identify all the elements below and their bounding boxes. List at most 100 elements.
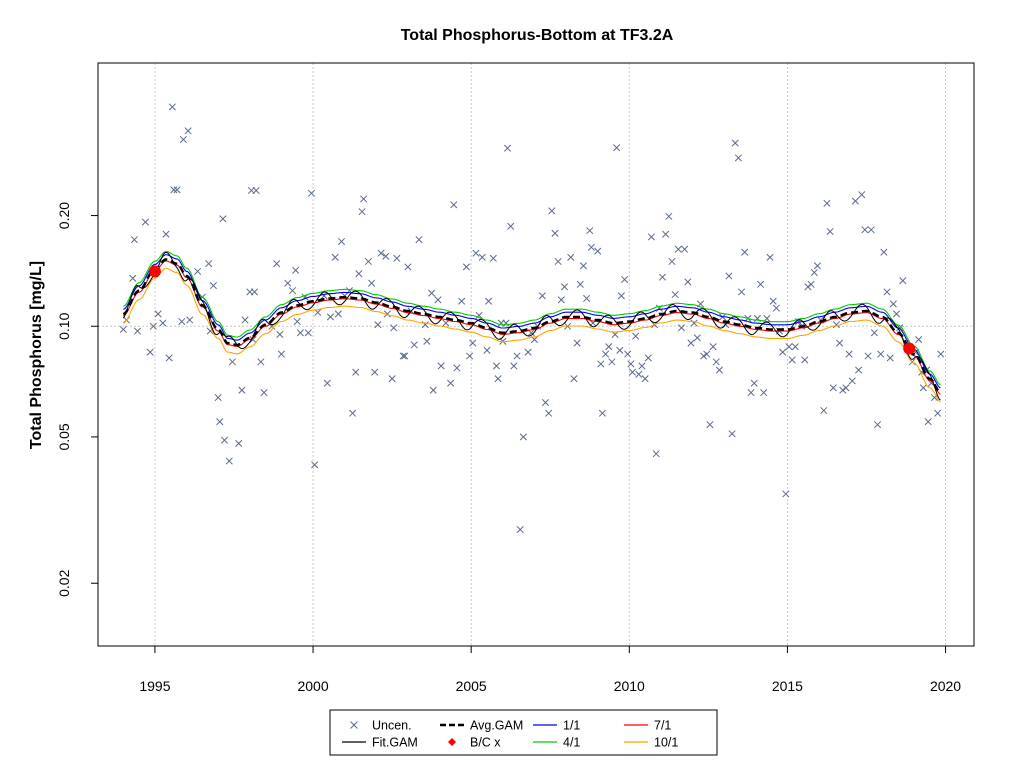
scatter-point (475, 311, 483, 320)
scatter-point (133, 327, 142, 335)
scatter-point (410, 341, 418, 349)
scatter-point (545, 409, 553, 417)
y-axis: 0.02 0.05 0.10 0.20 (56, 202, 98, 597)
scatter-point (608, 358, 616, 366)
scatter-point (178, 317, 186, 326)
scatter-point (810, 268, 818, 277)
scatter-point (703, 350, 711, 358)
scatter-point (219, 215, 227, 223)
scatter-point (715, 366, 723, 374)
scatter-point (429, 386, 437, 394)
scatter-point (228, 358, 236, 366)
legend-label: 10/1 (654, 736, 678, 750)
legend-label: Fit.GAM (372, 736, 418, 750)
scatter-point (677, 324, 686, 332)
scatter-point (458, 297, 466, 305)
scatter-point (801, 356, 809, 364)
x-tick-label: 1995 (139, 678, 170, 694)
scatter-point (883, 288, 891, 296)
scatter-point (886, 354, 894, 362)
scatter-point (388, 375, 396, 383)
scatter-point (323, 379, 331, 387)
scatter-point (919, 384, 927, 392)
scatter-point (447, 379, 455, 387)
scatter-point (383, 310, 391, 318)
legend-item: 1/1 (533, 719, 580, 733)
scatter-point (450, 201, 458, 209)
scatter-point (576, 280, 584, 288)
scatter-point (519, 433, 527, 441)
scatter-point (570, 375, 578, 383)
scatter-point (252, 186, 260, 195)
scatter-point (382, 252, 390, 260)
scatter-point (687, 339, 695, 347)
scatter-point (503, 144, 512, 152)
scatter-point (478, 253, 486, 261)
legend-item: 4/1 (533, 736, 580, 750)
scatter-point (848, 377, 856, 385)
scatter-point (877, 350, 885, 358)
plot-frame (97, 62, 975, 647)
scatter-point (628, 368, 637, 376)
scatter-point (483, 346, 491, 354)
scatter-point (507, 222, 515, 230)
scatter-point (731, 139, 739, 147)
scatter-point (709, 343, 717, 351)
scatter-point (668, 257, 676, 266)
scatter-point (892, 310, 901, 318)
scatter-point (807, 280, 815, 288)
scatter-point (605, 343, 613, 351)
scatter-point (453, 364, 461, 372)
scatter-point (927, 379, 935, 387)
scatter-point (785, 343, 793, 351)
scatter-point (826, 227, 834, 236)
scatter-point (326, 313, 334, 321)
scatter-point (292, 266, 300, 274)
scatter-point (541, 399, 550, 407)
scatter-point (349, 409, 357, 417)
x-axis: 1995 2000 2005 2010 2015 2020 (139, 646, 961, 694)
scatter-point (141, 218, 149, 226)
scatter-point (179, 135, 187, 144)
scatter-point (674, 245, 682, 253)
y-tick-label: 0.02 (56, 569, 72, 596)
scatter-point (516, 525, 524, 534)
scatter-point (162, 230, 170, 238)
scatter-point (832, 321, 840, 329)
grid (98, 63, 974, 646)
series-line-7-1 (123, 260, 941, 395)
scatter-point (337, 237, 346, 246)
scatter-point (168, 103, 176, 111)
scatter-point (423, 337, 431, 345)
scatter-point (734, 154, 742, 162)
scatter-point (864, 352, 872, 360)
scatter-point (277, 350, 285, 358)
scatter-point (613, 144, 621, 152)
scatter-point (360, 195, 368, 203)
scatter-point (307, 189, 316, 197)
scatter-point (355, 270, 363, 278)
scatter-point (760, 389, 768, 397)
scatter-point (469, 339, 477, 347)
scatter-point (861, 226, 869, 234)
scatter-point (184, 127, 192, 135)
legend-item: B/C x (448, 736, 501, 750)
scatter-point (288, 287, 297, 295)
x-tick-label: 2005 (456, 678, 487, 694)
scatter-point (791, 343, 799, 351)
scatter-point (583, 294, 591, 303)
scatter-point (119, 325, 127, 334)
scatter-point (238, 386, 246, 394)
scatter-point (374, 321, 382, 329)
scatter-point (149, 322, 157, 330)
scatter-point (437, 362, 445, 370)
scatter-point (712, 358, 720, 366)
scatter-point (845, 350, 853, 358)
legend-box (329, 709, 718, 756)
scatter-point (823, 199, 831, 207)
scatter-point (937, 350, 945, 358)
scatter-point (401, 352, 409, 360)
series-line-10-1 (123, 267, 941, 403)
scatter-point (880, 248, 888, 256)
scatter-point (146, 348, 154, 356)
